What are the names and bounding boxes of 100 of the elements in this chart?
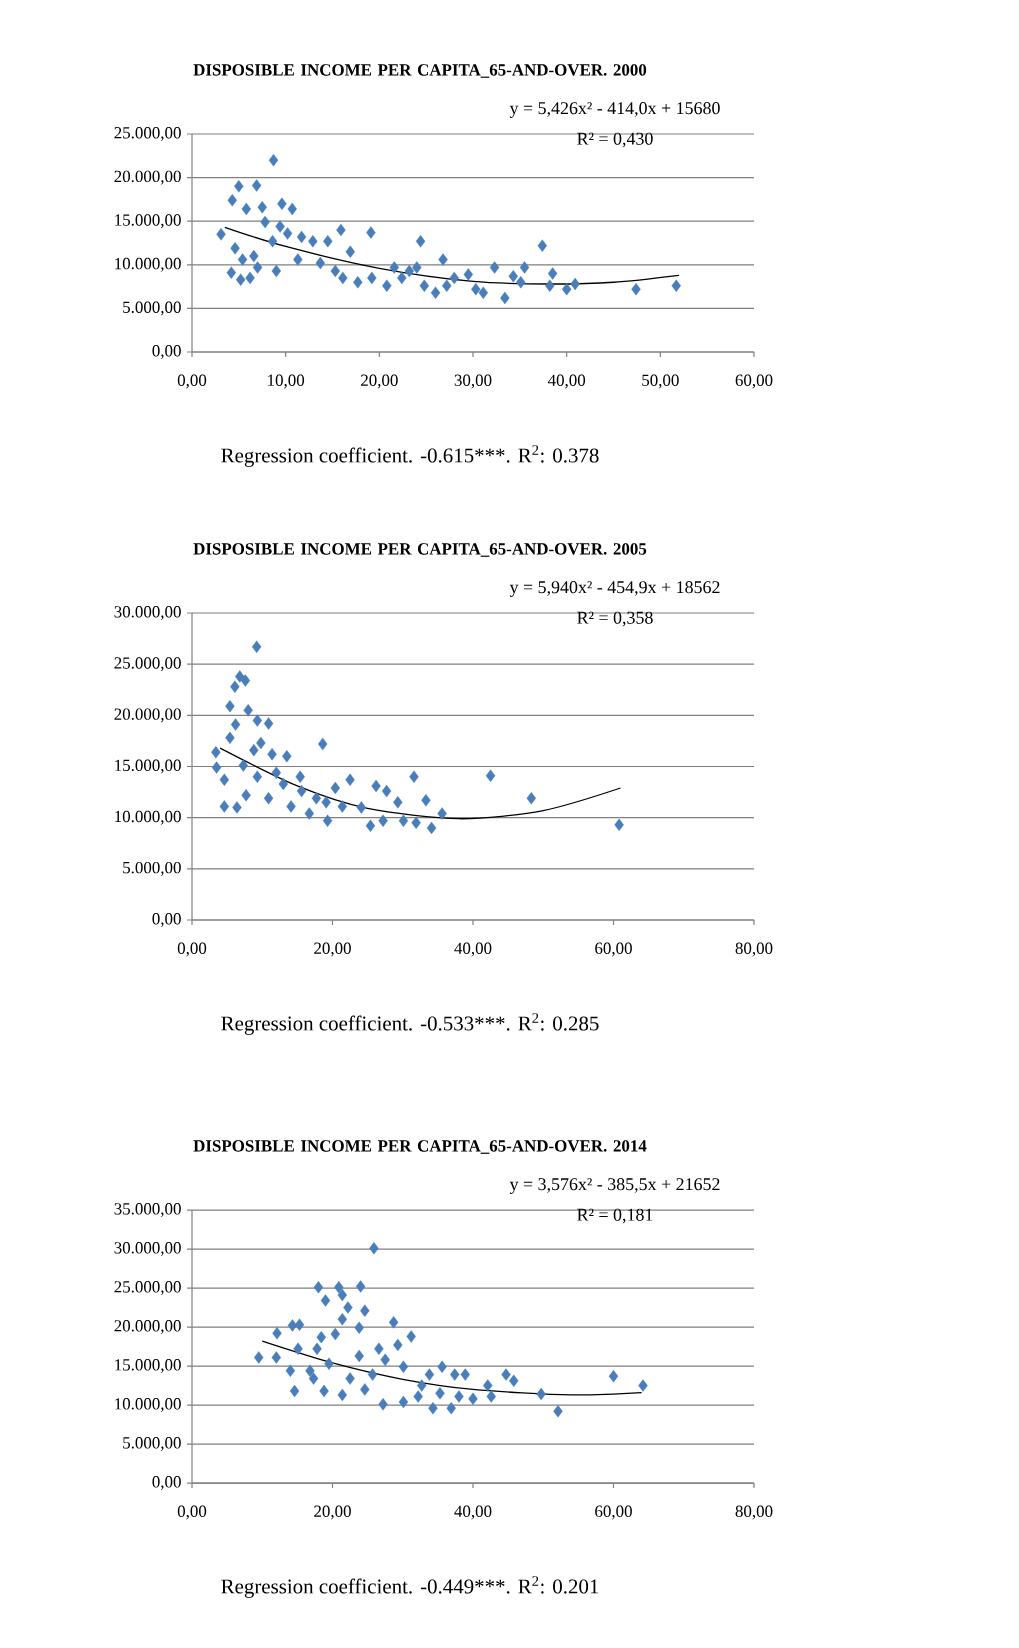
point xyxy=(366,226,376,239)
point xyxy=(225,731,235,745)
x-tick-label: 60,00 xyxy=(735,374,773,389)
point xyxy=(236,273,246,286)
point xyxy=(312,1342,322,1356)
y-tick-label: 5.000,00 xyxy=(123,301,181,316)
point xyxy=(338,271,348,285)
y-tick-label: 20.000,00 xyxy=(114,708,181,723)
point xyxy=(282,227,293,240)
point xyxy=(243,704,253,717)
annotation: R² = 0,430 xyxy=(577,132,653,148)
point xyxy=(343,1301,353,1314)
point xyxy=(417,1379,427,1392)
point xyxy=(345,1372,355,1385)
point xyxy=(489,261,500,274)
point xyxy=(245,271,255,285)
point xyxy=(398,1360,409,1374)
point xyxy=(561,283,572,296)
point xyxy=(230,680,240,693)
point xyxy=(478,286,489,299)
point xyxy=(296,230,307,244)
point xyxy=(232,801,242,814)
point xyxy=(463,268,474,281)
point xyxy=(311,792,322,805)
point xyxy=(412,261,422,274)
point xyxy=(388,1316,399,1329)
x-tick-label: 40,00 xyxy=(454,942,492,957)
point xyxy=(285,1364,296,1377)
point xyxy=(230,242,240,255)
x-tick-label: 0,00 xyxy=(177,1505,207,1520)
point xyxy=(371,779,381,793)
point xyxy=(211,745,221,759)
text: Regression coefficient. -0.615***. R$^{2}$: 0.378 xyxy=(221,445,599,467)
y-tick-label: 0,00 xyxy=(152,913,181,927)
x-tick-label: 80,00 xyxy=(735,1505,773,1520)
point xyxy=(545,279,555,292)
point xyxy=(355,1280,366,1293)
point xyxy=(570,277,580,291)
y-tick-label: 25.000,00 xyxy=(114,657,181,672)
point xyxy=(337,800,348,813)
y-tick-label: 0,00 xyxy=(152,1476,181,1490)
point xyxy=(428,1401,438,1415)
text: Regression coefficient. -0.533***. R$^{2}$: 0.285 xyxy=(221,1013,599,1035)
point xyxy=(330,1327,341,1341)
point xyxy=(287,202,297,216)
point xyxy=(424,1368,435,1381)
point xyxy=(471,283,481,296)
point xyxy=(235,670,245,683)
point xyxy=(369,1242,379,1255)
point xyxy=(389,261,400,274)
y-tick-label: 30.000,00 xyxy=(114,606,181,620)
point xyxy=(295,770,305,783)
point xyxy=(282,750,292,763)
point xyxy=(421,794,431,807)
point xyxy=(526,792,537,805)
point xyxy=(486,1390,496,1403)
point xyxy=(374,1342,384,1356)
point xyxy=(409,770,419,783)
point xyxy=(671,279,681,292)
annotation: R² = 0,181 xyxy=(577,1208,653,1224)
point xyxy=(397,271,407,285)
point xyxy=(413,1390,423,1403)
point xyxy=(271,1351,281,1364)
point xyxy=(508,269,518,283)
point xyxy=(454,1390,464,1403)
point xyxy=(501,1368,511,1381)
x-tick-label: 0,00 xyxy=(177,374,207,389)
x-tick-label: 0,00 xyxy=(177,942,207,957)
point xyxy=(519,261,530,274)
point xyxy=(483,1379,493,1392)
point xyxy=(367,271,377,285)
point xyxy=(337,1313,348,1326)
point xyxy=(411,816,421,830)
point xyxy=(315,256,326,270)
y-tick-label: 15.000,00 xyxy=(115,759,181,774)
point xyxy=(360,1304,370,1317)
point xyxy=(419,279,429,292)
text: y = 3,576x² - 385,5x + 21652 xyxy=(509,1178,720,1194)
point xyxy=(321,796,331,809)
y-tick-label: 25.000,00 xyxy=(114,127,181,141)
x-tick-label: 20,00 xyxy=(361,374,398,389)
point xyxy=(216,228,226,241)
point xyxy=(322,814,333,827)
point xyxy=(330,264,341,278)
point xyxy=(426,821,437,835)
point xyxy=(252,770,263,783)
chart-title: DISPOSIBLE INCOME PER CAPITA_65-AND-OVER. 2014 xyxy=(193,1140,647,1154)
point xyxy=(631,283,641,296)
point xyxy=(320,1294,331,1307)
point xyxy=(278,777,289,791)
x-tick-label: 20,00 xyxy=(314,1505,351,1520)
point xyxy=(252,261,263,274)
point xyxy=(437,807,447,820)
point xyxy=(271,766,281,779)
point xyxy=(353,276,363,289)
point xyxy=(219,773,230,787)
x-tick-label: 40,00 xyxy=(547,374,586,389)
point xyxy=(608,1369,619,1383)
point xyxy=(345,245,355,258)
point xyxy=(398,1395,409,1409)
